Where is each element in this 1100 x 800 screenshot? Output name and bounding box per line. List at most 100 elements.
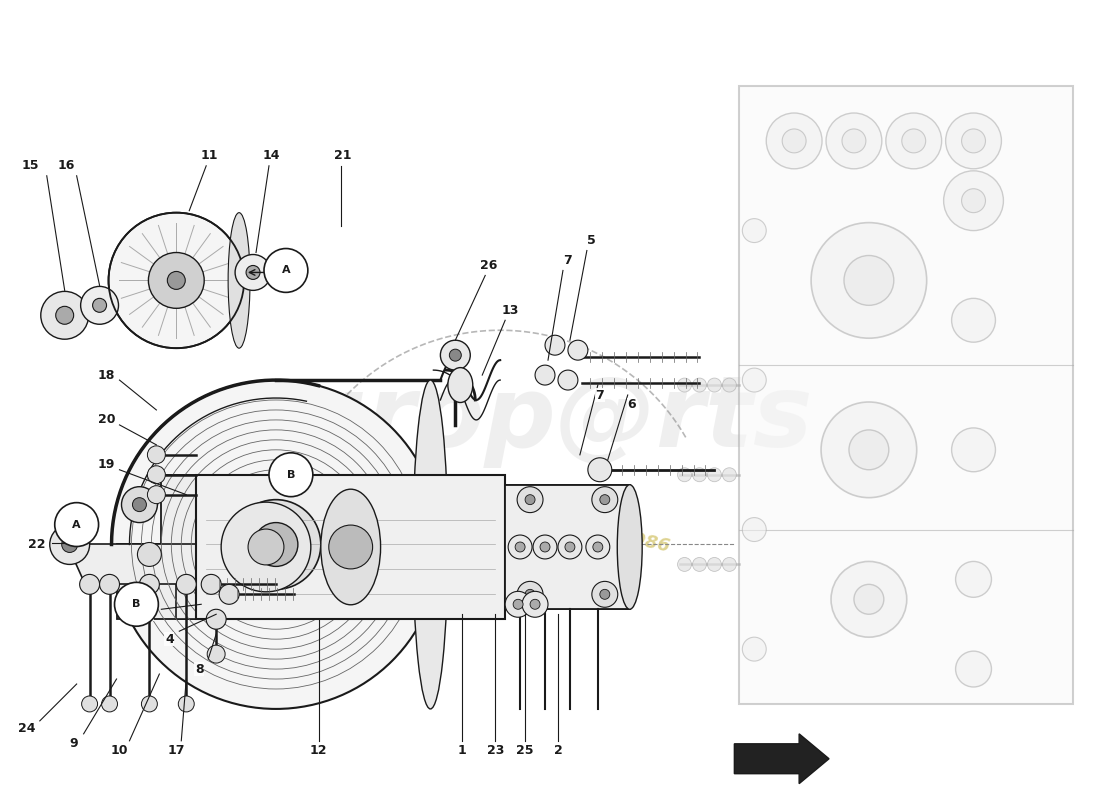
Bar bbox=[739, 86, 1074, 704]
Circle shape bbox=[147, 446, 165, 464]
Bar bbox=[505, 485, 629, 610]
Circle shape bbox=[450, 349, 461, 361]
Circle shape bbox=[767, 113, 822, 169]
Circle shape bbox=[207, 645, 226, 663]
Circle shape bbox=[693, 378, 706, 392]
Circle shape bbox=[517, 582, 543, 607]
Circle shape bbox=[952, 428, 996, 472]
Text: 18: 18 bbox=[98, 369, 116, 382]
Text: 23: 23 bbox=[486, 744, 504, 758]
Circle shape bbox=[568, 340, 587, 360]
Circle shape bbox=[167, 271, 185, 290]
Circle shape bbox=[849, 430, 889, 470]
Circle shape bbox=[742, 368, 767, 392]
Circle shape bbox=[55, 502, 99, 546]
Bar bbox=[196, 474, 505, 619]
Polygon shape bbox=[505, 485, 629, 610]
Circle shape bbox=[522, 591, 548, 618]
Circle shape bbox=[592, 582, 618, 607]
Circle shape bbox=[148, 253, 205, 308]
Circle shape bbox=[811, 222, 926, 338]
Circle shape bbox=[830, 562, 906, 637]
Circle shape bbox=[961, 129, 986, 153]
Text: 5: 5 bbox=[587, 234, 596, 247]
Circle shape bbox=[246, 266, 260, 279]
Text: 10: 10 bbox=[111, 744, 129, 758]
Circle shape bbox=[508, 535, 532, 559]
Circle shape bbox=[782, 129, 806, 153]
Circle shape bbox=[525, 590, 535, 599]
Circle shape bbox=[513, 599, 524, 610]
Circle shape bbox=[854, 584, 883, 614]
Circle shape bbox=[678, 468, 692, 482]
Circle shape bbox=[586, 535, 609, 559]
Text: 15: 15 bbox=[21, 159, 38, 172]
Text: 14: 14 bbox=[262, 150, 279, 162]
Circle shape bbox=[132, 498, 146, 512]
Circle shape bbox=[842, 129, 866, 153]
Circle shape bbox=[100, 574, 120, 594]
Circle shape bbox=[742, 637, 767, 661]
Circle shape bbox=[147, 486, 165, 504]
Circle shape bbox=[600, 494, 609, 505]
Circle shape bbox=[440, 340, 471, 370]
Circle shape bbox=[944, 170, 1003, 230]
Text: 9: 9 bbox=[69, 738, 78, 750]
Circle shape bbox=[530, 599, 540, 610]
Text: 20: 20 bbox=[98, 414, 116, 426]
Text: europ@rts: europ@rts bbox=[228, 371, 813, 469]
Circle shape bbox=[707, 468, 722, 482]
Circle shape bbox=[534, 535, 557, 559]
Circle shape bbox=[140, 574, 159, 594]
Circle shape bbox=[565, 542, 575, 552]
Circle shape bbox=[956, 562, 991, 598]
Text: 7: 7 bbox=[595, 389, 604, 402]
Circle shape bbox=[221, 502, 311, 592]
Circle shape bbox=[206, 610, 227, 630]
Circle shape bbox=[693, 558, 706, 571]
Circle shape bbox=[517, 486, 543, 513]
Circle shape bbox=[723, 378, 736, 392]
Circle shape bbox=[952, 298, 996, 342]
Circle shape bbox=[723, 468, 736, 482]
Circle shape bbox=[558, 535, 582, 559]
Circle shape bbox=[178, 696, 195, 712]
Circle shape bbox=[176, 574, 196, 594]
Text: B: B bbox=[132, 599, 141, 610]
Circle shape bbox=[707, 378, 722, 392]
Ellipse shape bbox=[412, 380, 448, 709]
Circle shape bbox=[678, 378, 692, 392]
Text: B: B bbox=[287, 470, 295, 480]
Circle shape bbox=[231, 500, 321, 590]
Circle shape bbox=[41, 291, 89, 339]
Circle shape bbox=[329, 525, 373, 569]
Circle shape bbox=[593, 542, 603, 552]
Circle shape bbox=[109, 213, 244, 348]
Circle shape bbox=[742, 218, 767, 242]
Circle shape bbox=[114, 582, 158, 626]
Ellipse shape bbox=[228, 213, 250, 348]
Circle shape bbox=[219, 584, 239, 604]
Circle shape bbox=[535, 365, 556, 385]
Polygon shape bbox=[117, 474, 201, 619]
Circle shape bbox=[956, 651, 991, 687]
Text: 8: 8 bbox=[195, 662, 204, 675]
Circle shape bbox=[92, 298, 107, 312]
Circle shape bbox=[540, 542, 550, 552]
Circle shape bbox=[902, 129, 926, 153]
Circle shape bbox=[961, 189, 986, 213]
Circle shape bbox=[826, 113, 882, 169]
Text: a passion for parts since 1986: a passion for parts since 1986 bbox=[368, 474, 672, 555]
Circle shape bbox=[264, 249, 308, 292]
Text: 2: 2 bbox=[553, 744, 562, 758]
Circle shape bbox=[121, 486, 157, 522]
Text: 16: 16 bbox=[58, 159, 76, 172]
Circle shape bbox=[270, 453, 312, 497]
Circle shape bbox=[525, 494, 535, 505]
Text: 4: 4 bbox=[165, 633, 174, 646]
Circle shape bbox=[946, 113, 1001, 169]
Ellipse shape bbox=[321, 489, 381, 605]
Circle shape bbox=[254, 522, 298, 566]
Text: 17: 17 bbox=[167, 744, 185, 758]
Circle shape bbox=[707, 558, 722, 571]
